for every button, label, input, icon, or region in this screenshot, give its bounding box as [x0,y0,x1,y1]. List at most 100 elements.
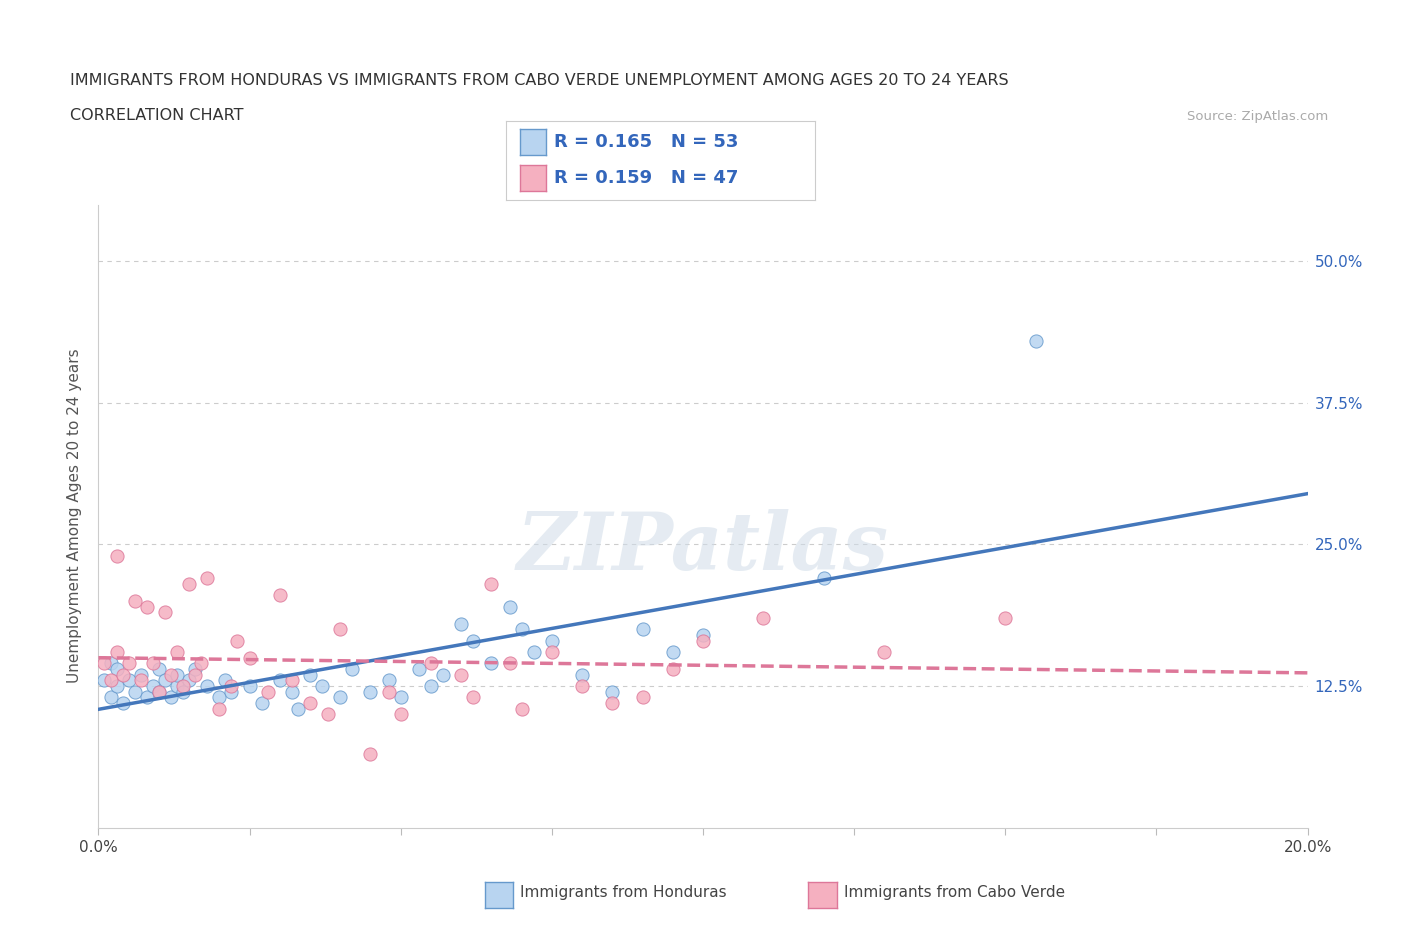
Point [124,593,146,608]
Point [148,684,170,699]
Point [208,701,231,716]
Point [142,679,165,694]
Point [481,656,503,671]
Point [281,673,304,688]
Point [135,599,157,614]
Point [342,661,364,676]
Point [1024,333,1046,348]
Point [111,696,134,711]
Point [299,696,322,711]
Point [195,571,218,586]
Point [160,690,183,705]
Point [389,707,412,722]
Point [160,668,183,683]
Point [208,690,231,705]
Point [287,701,309,716]
Point [105,549,128,564]
Point [148,661,170,676]
Point [184,668,207,683]
Point [166,679,188,694]
Point [420,679,443,694]
Point [118,656,141,671]
Text: Source: ZipAtlas.com: Source: ZipAtlas.com [1188,110,1329,123]
Point [540,644,562,659]
Point [463,633,485,648]
Point [498,656,520,671]
Point [184,661,207,676]
Point [105,661,128,676]
Point [135,690,157,705]
Point [111,668,134,683]
Point [239,650,262,665]
Point [420,656,443,671]
Point [329,622,352,637]
Point [124,684,146,699]
Point [571,668,593,683]
Point [631,622,654,637]
Point [221,679,243,694]
Point [299,668,322,683]
Point [602,696,624,711]
Point [214,673,236,688]
Point [450,668,472,683]
Point [190,656,212,671]
Point [432,668,454,683]
Point [631,690,654,705]
Point [994,611,1017,626]
Point [389,690,412,705]
Point [250,696,273,711]
Point [256,684,278,699]
Point [269,588,291,603]
Text: R = 0.165   N = 53: R = 0.165 N = 53 [554,133,738,152]
Point [408,661,430,676]
Point [148,684,170,699]
Text: ZIPatlas: ZIPatlas [517,509,889,586]
Point [100,690,122,705]
Point [105,679,128,694]
Point [172,679,194,694]
Point [118,673,141,688]
Point [226,633,249,648]
Point [692,633,714,648]
Point [153,605,176,620]
Point [129,673,152,688]
Point [873,644,896,659]
Point [540,633,562,648]
Point [662,661,685,676]
Text: R = 0.159   N = 47: R = 0.159 N = 47 [554,168,738,187]
Point [498,599,520,614]
Point [450,617,472,631]
Point [269,673,291,688]
Point [166,644,188,659]
Point [311,679,333,694]
Point [510,701,533,716]
Point [571,679,593,694]
Point [100,656,122,671]
Point [172,684,194,699]
Point [602,684,624,699]
Point [221,684,243,699]
Point [93,673,115,688]
Text: Immigrants from Honduras: Immigrants from Honduras [520,885,727,900]
Point [752,611,775,626]
Point [692,628,714,643]
Point [93,656,115,671]
Point [179,673,201,688]
Point [105,644,128,659]
Point [377,673,399,688]
Point [481,577,503,591]
Point [153,673,176,688]
Point [129,668,152,683]
Text: IMMIGRANTS FROM HONDURAS VS IMMIGRANTS FROM CABO VERDE UNEMPLOYMENT AMONG AGES 2: IMMIGRANTS FROM HONDURAS VS IMMIGRANTS F… [70,73,1010,88]
Point [523,644,546,659]
Point [662,644,685,659]
Point [195,679,218,694]
Y-axis label: Unemployment Among Ages 20 to 24 years: Unemployment Among Ages 20 to 24 years [67,349,83,684]
Point [329,690,352,705]
Point [510,622,533,637]
Point [360,684,382,699]
Point [281,684,304,699]
Point [166,668,188,683]
Point [142,656,165,671]
Point [813,571,835,586]
